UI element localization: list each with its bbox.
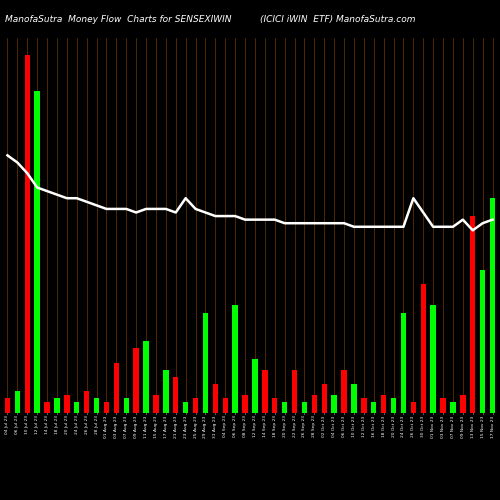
- Bar: [410, 402, 416, 412]
- Bar: [173, 377, 178, 412]
- Bar: [44, 402, 50, 412]
- Bar: [351, 384, 356, 412]
- Bar: [144, 341, 149, 412]
- Bar: [430, 306, 436, 412]
- Bar: [440, 398, 446, 412]
- Bar: [381, 394, 386, 412]
- Bar: [222, 398, 228, 412]
- Bar: [312, 394, 317, 412]
- Bar: [242, 394, 248, 412]
- Bar: [292, 370, 298, 412]
- Bar: [104, 402, 109, 412]
- Bar: [193, 398, 198, 412]
- Bar: [232, 306, 238, 412]
- Bar: [450, 402, 456, 412]
- Bar: [282, 402, 288, 412]
- Bar: [163, 370, 168, 412]
- Bar: [4, 398, 10, 412]
- Bar: [252, 359, 258, 412]
- Bar: [183, 402, 188, 412]
- Bar: [490, 198, 496, 412]
- Bar: [391, 398, 396, 412]
- Bar: [134, 348, 139, 412]
- Bar: [460, 394, 466, 412]
- Bar: [470, 216, 476, 412]
- Bar: [84, 391, 89, 412]
- Bar: [302, 402, 307, 412]
- Bar: [400, 312, 406, 412]
- Bar: [14, 391, 20, 412]
- Text: ManofaSutra  Money Flow  Charts for SENSEXIWIN: ManofaSutra Money Flow Charts for SENSEX…: [5, 15, 232, 24]
- Bar: [342, 370, 347, 412]
- Bar: [480, 270, 486, 412]
- Bar: [54, 398, 60, 412]
- Bar: [332, 394, 337, 412]
- Bar: [262, 370, 268, 412]
- Bar: [114, 362, 119, 412]
- Bar: [322, 384, 327, 412]
- Bar: [74, 402, 80, 412]
- Bar: [202, 312, 208, 412]
- Text: (ICICI iWIN  ETF) ManofaSutra.com: (ICICI iWIN ETF) ManofaSutra.com: [260, 15, 416, 24]
- Bar: [272, 398, 278, 412]
- Bar: [24, 56, 30, 412]
- Bar: [212, 384, 218, 412]
- Bar: [153, 394, 158, 412]
- Bar: [420, 284, 426, 412]
- Bar: [371, 402, 376, 412]
- Bar: [94, 398, 100, 412]
- Bar: [361, 398, 366, 412]
- Bar: [34, 91, 40, 412]
- Bar: [124, 398, 129, 412]
- Bar: [64, 394, 70, 412]
